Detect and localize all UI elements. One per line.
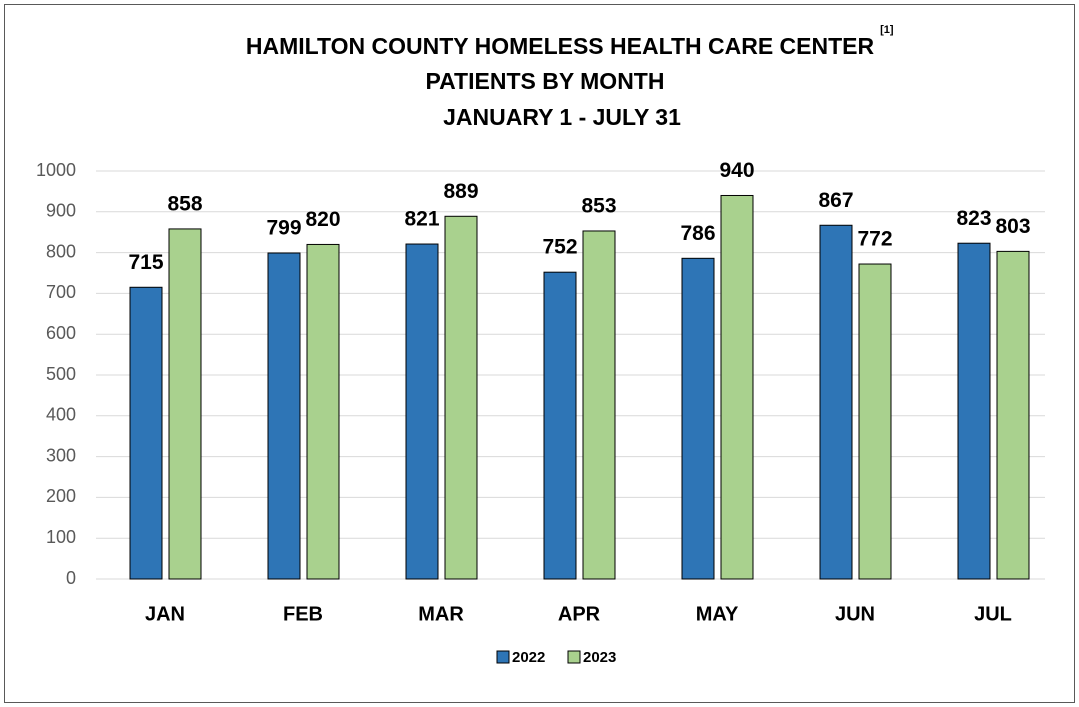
legend-swatch xyxy=(496,650,510,664)
x-tick-label: JAN xyxy=(145,603,185,625)
data-label: 820 xyxy=(305,208,340,231)
y-tick-label: 800 xyxy=(46,241,76,261)
bar xyxy=(267,252,301,580)
x-tick-label: JUL xyxy=(974,603,1012,625)
y-tick-label: 600 xyxy=(46,323,76,343)
bar xyxy=(129,286,163,580)
bar xyxy=(819,224,853,580)
y-tick-label: 200 xyxy=(46,486,76,506)
bar xyxy=(681,257,715,580)
x-tick-label: MAY xyxy=(696,603,739,625)
data-label: 940 xyxy=(719,159,754,182)
bar xyxy=(405,243,439,580)
data-label: 858 xyxy=(167,192,202,215)
data-label: 799 xyxy=(266,217,301,240)
legend-swatch xyxy=(567,650,581,664)
y-tick-label: 100 xyxy=(46,527,76,547)
bar xyxy=(168,228,202,580)
data-label: 786 xyxy=(680,222,715,245)
data-label: 772 xyxy=(857,228,892,251)
x-tick-label: MAR xyxy=(418,603,464,625)
x-tick-label: JUN xyxy=(835,603,875,625)
x-tick-label: APR xyxy=(558,603,601,625)
y-tick-label: 500 xyxy=(46,364,76,384)
chart-subtitle: PATIENTS BY MONTH xyxy=(426,68,665,94)
data-label: 715 xyxy=(128,251,163,274)
y-tick-label: 1000 xyxy=(36,160,76,180)
bar xyxy=(582,230,616,580)
data-label: 853 xyxy=(581,195,616,218)
chart-subtitle: JANUARY 1 - JULY 31 xyxy=(443,104,681,130)
y-tick-label: 300 xyxy=(46,445,76,465)
bar xyxy=(306,243,340,580)
title-note: [1] xyxy=(880,24,894,36)
y-tick-label: 900 xyxy=(46,201,76,221)
bar xyxy=(543,271,577,580)
legend-label: 2022 xyxy=(512,649,545,666)
data-label: 889 xyxy=(443,180,478,203)
x-tick-label: FEB xyxy=(283,603,323,625)
bar xyxy=(720,194,754,580)
bar xyxy=(996,250,1030,580)
data-label: 752 xyxy=(542,236,577,259)
y-tick-label: 700 xyxy=(46,282,76,302)
legend-label: 2023 xyxy=(583,649,616,666)
data-label: 823 xyxy=(956,207,991,230)
bar xyxy=(444,215,478,580)
y-tick-label: 400 xyxy=(46,405,76,425)
data-label: 803 xyxy=(995,215,1030,238)
data-label: 867 xyxy=(818,189,853,212)
chart-title: HAMILTON COUNTY HOMELESS HEALTH CARE CEN… xyxy=(246,33,875,59)
y-tick-label: 0 xyxy=(66,568,76,588)
bar xyxy=(957,242,991,580)
bar xyxy=(858,263,892,580)
data-label: 821 xyxy=(404,208,439,231)
